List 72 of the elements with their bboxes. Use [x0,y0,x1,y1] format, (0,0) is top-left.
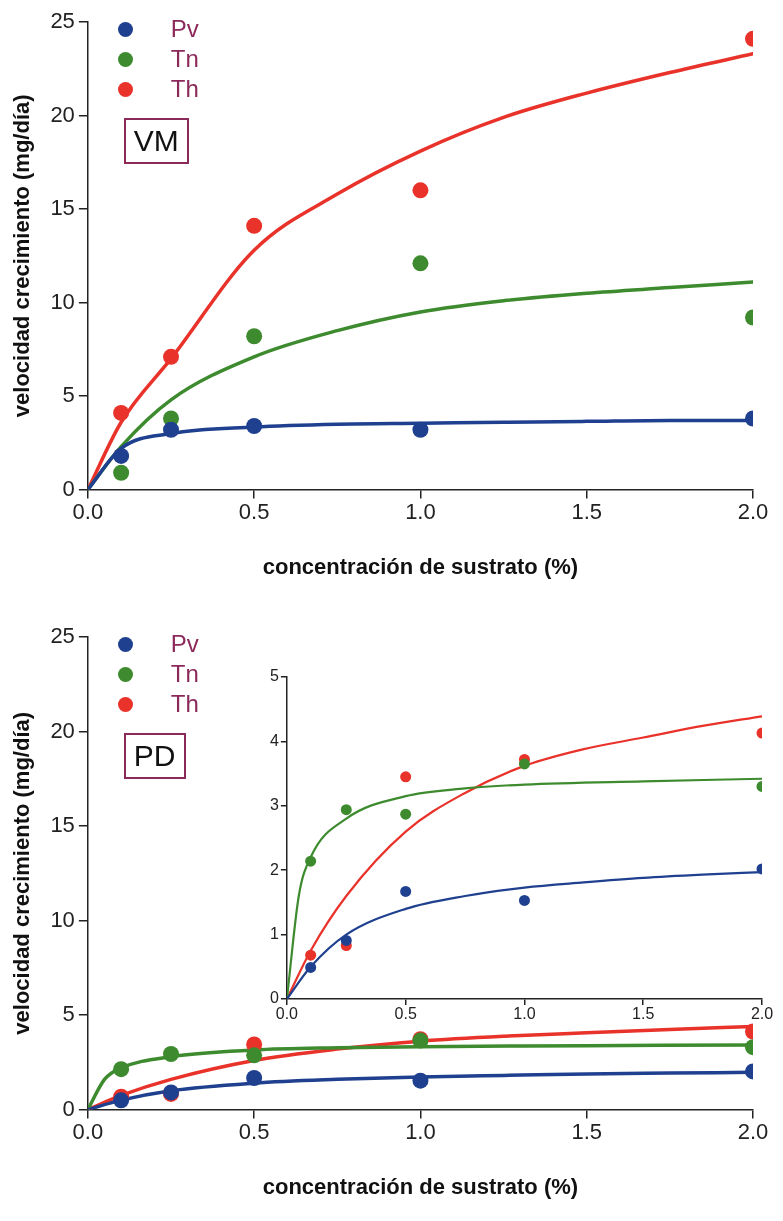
y-tick-label: 0 [62,1095,75,1121]
point [400,771,412,783]
point [113,447,130,464]
x-tick-label: 2.0 [750,1005,774,1023]
y-tick-label: 5 [62,382,75,408]
point [340,804,352,816]
y-tick-label: 1 [269,925,279,943]
y-tick-label: 0 [269,989,279,1007]
y-axis-title: velocidad crecimiento (mg/día) [9,94,35,418]
point [113,404,130,421]
point [412,1072,429,1089]
x-tick-label: 1.0 [513,1005,536,1023]
y-tick-label: 5 [62,1001,75,1027]
point [246,1047,263,1064]
annotation: VM [123,118,189,164]
point [246,217,263,234]
y-tick-label: 25 [50,8,75,34]
y-tick-label: 0 [62,475,75,501]
y-tick-label: 3 [269,796,279,814]
x-tick-label: 0.0 [72,498,104,524]
point [412,421,429,438]
y-axis-title: velocidad crecimiento (mg/día) [9,711,35,1035]
y-tick-label: 15 [50,195,75,221]
x-axis-title: concentración de sustrato (%) [262,553,579,579]
legend-label: Pv [170,629,199,659]
point [246,418,263,435]
y-tick-label: 20 [50,717,75,743]
x-axis-title: concentración de sustrato (%) [262,1173,579,1199]
y-tick-label: 5 [269,667,279,685]
point [518,758,530,770]
x-tick-label: 0.5 [394,1005,417,1023]
point [163,421,180,438]
x-tick-label: 1.5 [571,498,603,524]
point [412,182,429,199]
legend-label: Tn [170,44,199,74]
x-tick-label: 1.0 [405,498,436,524]
x-tick-label: 0.0 [72,1118,104,1144]
annotation: PD [123,733,186,779]
y-tick-label: 10 [50,906,75,932]
y-tick-label: 10 [50,288,75,314]
y-tick-label: 15 [50,812,75,838]
legend-label: Th [170,74,199,104]
point [400,808,412,820]
point [113,1061,130,1078]
x-tick-label: 2.0 [737,498,769,524]
x-tick-label: 1.5 [571,1118,603,1144]
point [113,1092,130,1109]
x-tick-label: 1.5 [632,1005,655,1023]
point [305,961,317,973]
point [412,255,429,272]
point [246,1070,263,1087]
y-tick-label: 2 [269,860,279,878]
y-tick-label: 25 [50,623,75,649]
point [163,1046,180,1063]
point [163,348,180,365]
point [400,885,412,897]
x-tick-label: 1.0 [405,1118,436,1144]
point [305,855,317,867]
point [113,464,130,481]
x-tick-label: 2.0 [737,1118,769,1144]
legend-label: Tn [170,659,199,689]
point [518,894,530,906]
x-tick-label: 0.0 [275,1005,299,1023]
point [246,328,263,345]
legend-label: Th [170,689,199,719]
legend-label: Pv [170,14,199,44]
x-tick-label: 0.5 [238,498,270,524]
y-tick-label: 4 [269,731,279,749]
x-tick-label: 0.5 [238,1118,270,1144]
point [340,934,352,946]
point [305,949,317,961]
y-tick-label: 20 [50,101,75,127]
